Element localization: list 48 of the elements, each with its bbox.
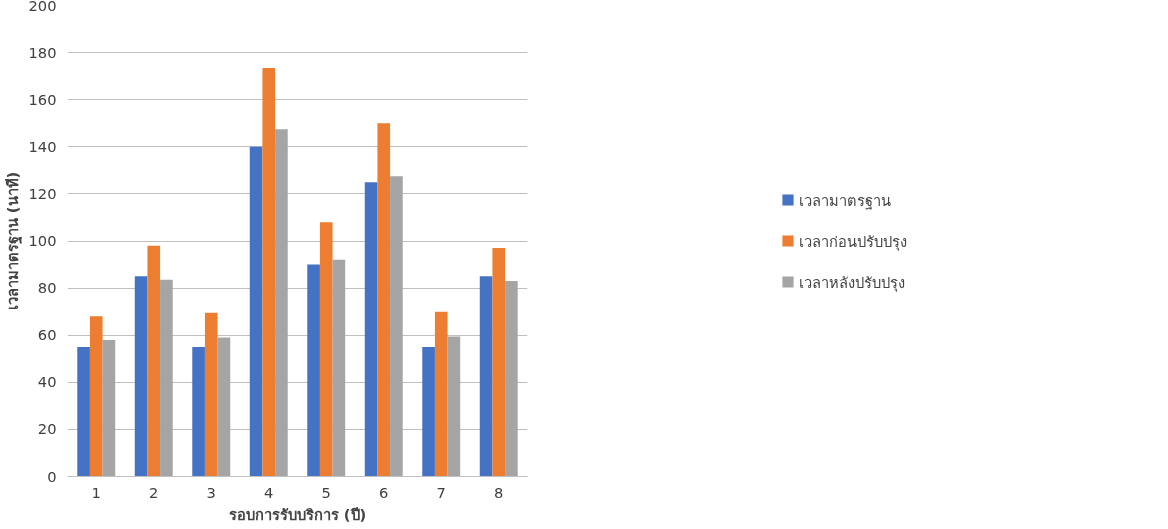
bar xyxy=(319,222,333,477)
bar xyxy=(332,259,346,477)
bar xyxy=(217,337,231,477)
x-tick-label: 1 xyxy=(91,483,101,501)
bar xyxy=(447,336,461,477)
x-tick-label: 7 xyxy=(436,483,446,501)
y-tick-label: 180 xyxy=(28,43,57,61)
legend-label: เวลาหลังปรับปรุง xyxy=(799,272,905,293)
legend-label: เวลาก่อนปรับปรุง xyxy=(799,231,907,252)
x-tick-label: 6 xyxy=(379,483,389,501)
y-tick-label: 140 xyxy=(28,137,57,155)
bar xyxy=(147,245,161,477)
bar xyxy=(390,176,403,477)
y-tick-label: 100 xyxy=(28,232,57,249)
bar xyxy=(434,311,448,477)
y-tick-label: 200 xyxy=(28,0,57,14)
x-tick-label: 3 xyxy=(206,483,216,501)
y-tick-label: 0 xyxy=(47,467,57,485)
y-tick-label: 160 xyxy=(28,90,57,108)
y-tick-label: 60 xyxy=(37,326,57,344)
x-tick-label: 8 xyxy=(494,483,504,501)
bar xyxy=(479,276,493,477)
bar xyxy=(160,279,173,477)
bar xyxy=(505,281,518,477)
x-axis-title: รอบการรับบริการ (ปี) xyxy=(228,505,367,523)
bar xyxy=(492,248,506,477)
x-tick-label: 4 xyxy=(264,483,274,501)
bar xyxy=(89,316,103,477)
y-axis-title: เวลามาตรฐาน (นาที) xyxy=(3,171,23,311)
bar xyxy=(102,339,116,477)
bar xyxy=(422,346,435,477)
bar xyxy=(307,264,320,477)
bar xyxy=(377,123,391,477)
x-tick-label: 2 xyxy=(149,483,159,501)
bar xyxy=(204,312,218,477)
bar xyxy=(249,146,263,477)
y-tick-label: 80 xyxy=(37,279,57,297)
y-tick-label: 20 xyxy=(37,420,57,438)
bar xyxy=(192,346,205,477)
bar xyxy=(262,67,276,477)
y-tick-label: 40 xyxy=(37,373,57,391)
x-tick-label: 5 xyxy=(321,483,331,501)
bar xyxy=(77,346,90,477)
bar xyxy=(275,129,288,477)
y-tick-label: 120 xyxy=(28,184,57,202)
legend-label: เวลามาตรฐาน xyxy=(799,190,891,211)
bar xyxy=(134,276,148,477)
bar xyxy=(364,182,378,477)
